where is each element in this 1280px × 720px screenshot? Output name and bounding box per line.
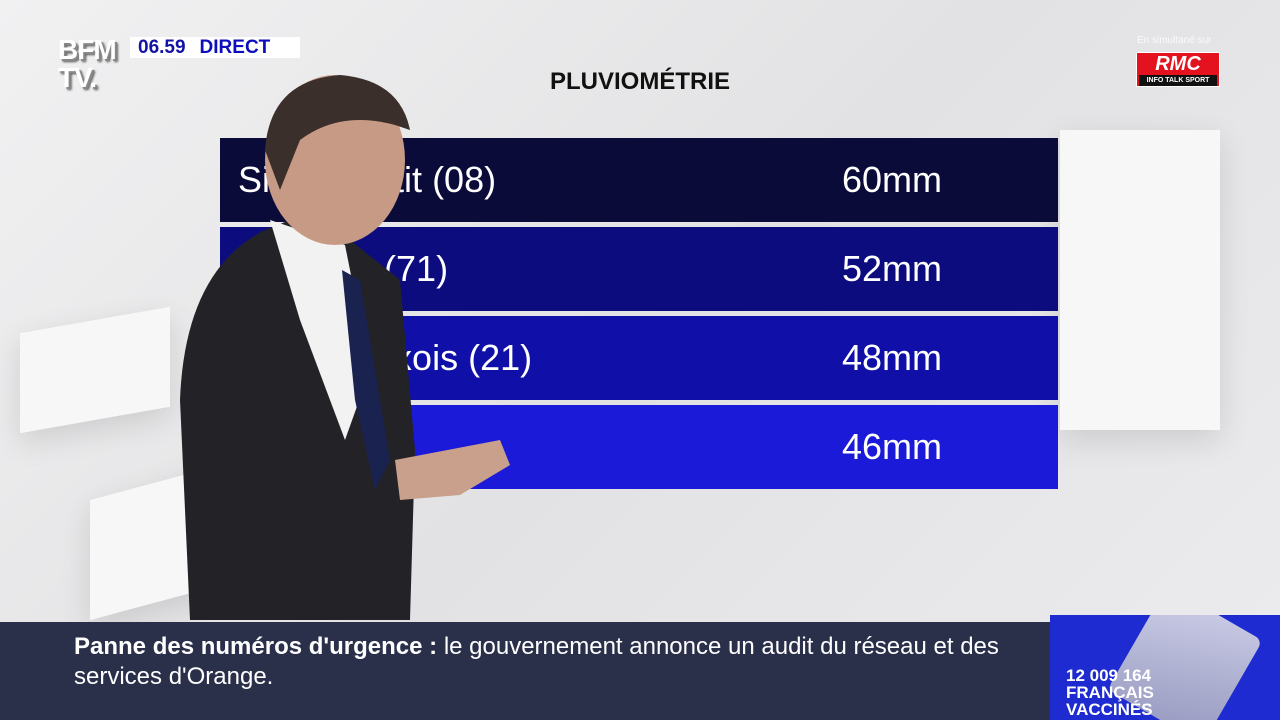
decor-shape [1060,130,1220,430]
time: 06.59 [138,36,186,58]
ticker-separator: : [429,633,438,660]
live-label: DIRECT [199,36,271,58]
rmc-logo: RMC INFO TALK SPORT [1136,52,1220,87]
bfmtv-logo: BFM TV. [58,34,117,93]
news-ticker: Panne des numéros d'urgence : le gouvern… [0,622,1050,720]
clock-bar: 06.59 DIRECT [130,37,300,58]
vaccination-promo: 12 009 164 FRANÇAIS VACCINÉS [1050,615,1280,720]
ticker-text: le gouvernement annonce un audit du rése… [74,633,999,690]
ticker-headline: Panne des numéros d'urgence [74,633,423,660]
presenter [180,75,510,620]
rainfall-value: 60mm [842,159,943,200]
rainfall-value: 52mm [842,248,943,289]
rainfall-value: 46mm [842,426,943,467]
rainfall-value: 48mm [842,337,943,378]
graphic-title: PLUVIOMÉTRIE [549,68,730,95]
simulcast-note: En simultané sur [1137,35,1212,46]
